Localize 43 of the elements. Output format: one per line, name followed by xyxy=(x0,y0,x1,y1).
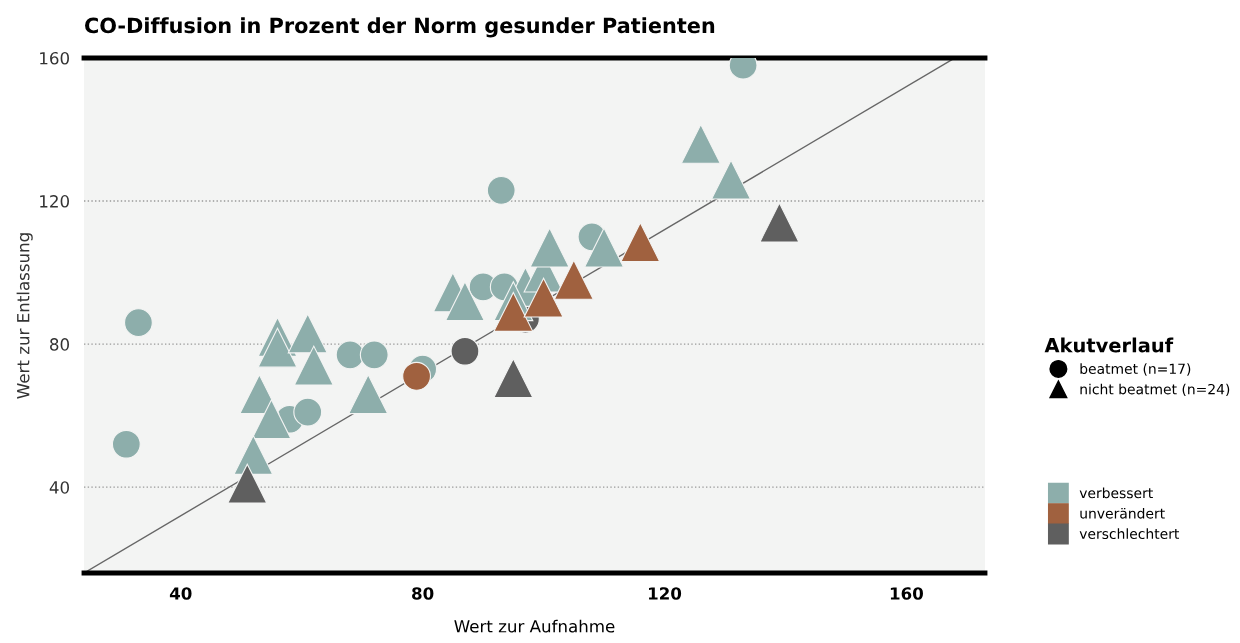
point xyxy=(620,222,661,263)
legend-label: verbessert xyxy=(1079,487,1153,499)
point xyxy=(486,175,516,205)
point xyxy=(493,291,534,332)
point xyxy=(711,159,752,200)
point xyxy=(251,399,292,440)
y-tick-label: 40 xyxy=(49,481,69,494)
y-tick-label: 80 xyxy=(50,338,69,351)
point xyxy=(523,277,564,318)
y-axis-title: Wert zur Entlassung xyxy=(16,233,33,399)
point xyxy=(529,227,570,268)
point xyxy=(759,202,800,243)
legend-label: unverändert xyxy=(1080,507,1165,519)
point xyxy=(293,345,334,386)
point xyxy=(444,281,485,322)
point xyxy=(553,259,594,300)
point xyxy=(584,227,625,268)
point xyxy=(227,463,268,504)
y-tick-label: 160 xyxy=(40,51,69,65)
text: beatmet (n=17) xyxy=(1080,363,1191,376)
point xyxy=(233,434,274,475)
point xyxy=(123,308,153,338)
x-tick-label: 80 xyxy=(412,587,434,600)
x-tick-label: 120 xyxy=(649,587,682,600)
point xyxy=(359,340,389,370)
legend-label: verschlechtert xyxy=(1079,528,1180,540)
point xyxy=(450,336,480,366)
point xyxy=(348,374,389,415)
legend-title: Akutverlauf xyxy=(1044,337,1174,353)
point xyxy=(257,327,298,368)
x-tick-label: 40 xyxy=(169,587,192,600)
x-axis-title: Wert zur Aufnahme xyxy=(454,619,615,633)
point xyxy=(335,340,365,370)
point xyxy=(111,429,141,459)
x-tick-label: 160 xyxy=(890,587,923,600)
point xyxy=(680,123,721,164)
point xyxy=(493,358,534,399)
text: nicht beatmet (n=24) xyxy=(1080,383,1230,397)
point xyxy=(402,361,432,391)
y-tick-label: 120 xyxy=(40,195,69,208)
point xyxy=(293,397,323,427)
point xyxy=(287,313,328,354)
chart-title: CO-Diffusion in Prozent der Norm gesunder Patienten xyxy=(85,17,715,38)
